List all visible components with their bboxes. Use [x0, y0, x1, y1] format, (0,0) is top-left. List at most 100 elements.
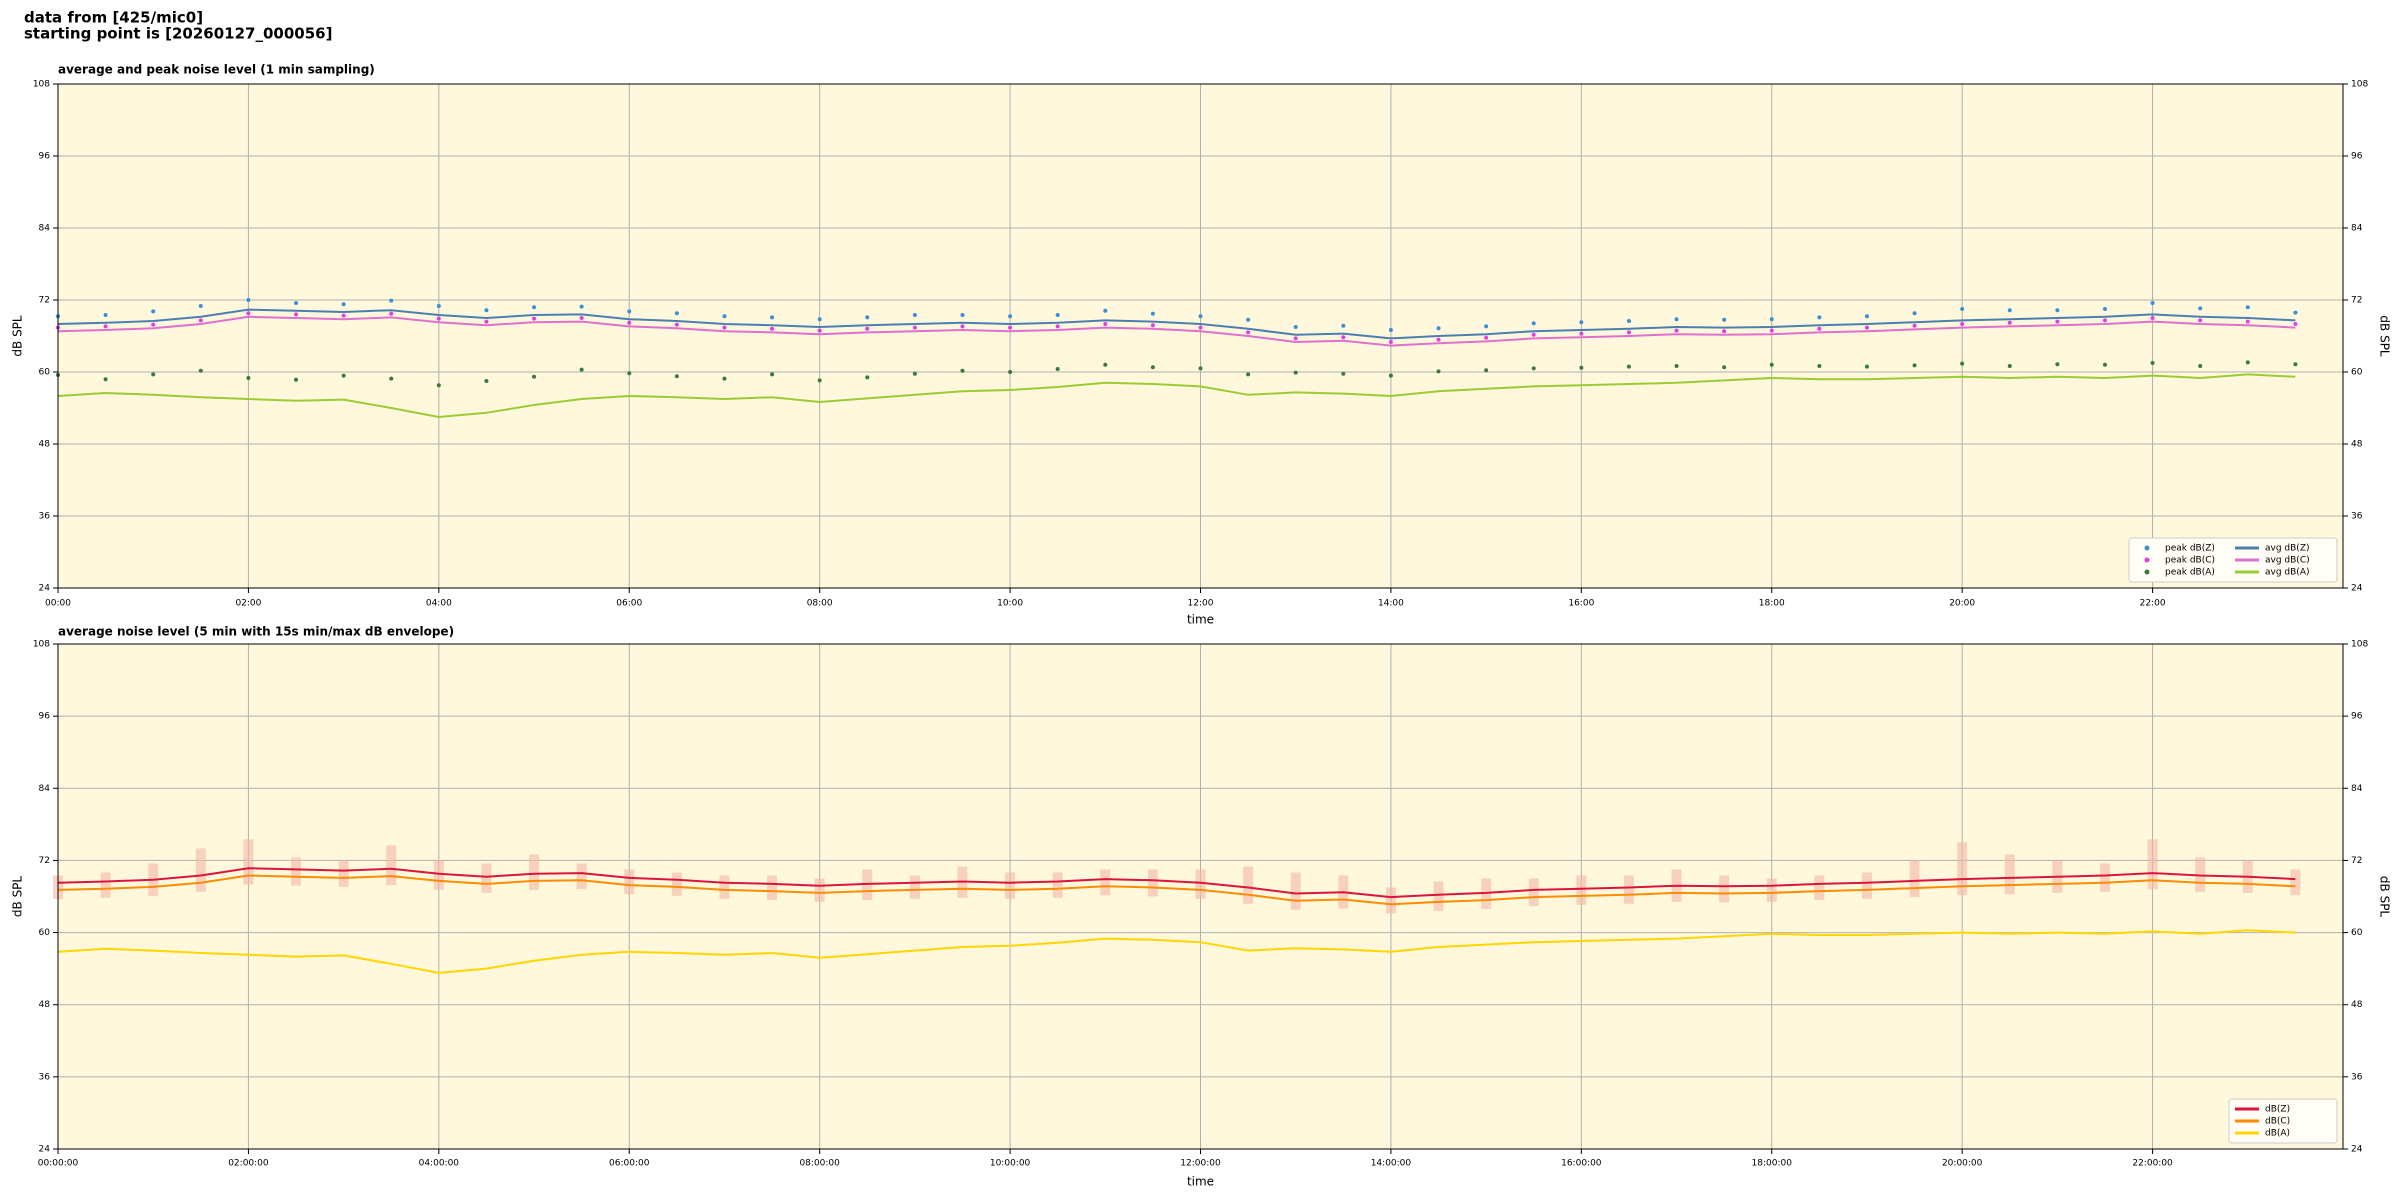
y-tick-label: 60 — [39, 928, 51, 938]
peak-point — [103, 313, 108, 317]
y-tick-label: 84 — [2351, 224, 2363, 234]
peak-point — [1626, 364, 1631, 369]
peak-point — [865, 375, 870, 380]
legend-label: dB(C) — [2265, 1117, 2290, 1127]
peak-point — [341, 373, 346, 378]
x-tick-label: 16:00 — [1568, 599, 1594, 609]
peak-point — [1341, 323, 1346, 328]
peak-point — [2293, 310, 2298, 315]
y-tick-label: 84 — [39, 224, 51, 234]
y-tick-label: 48 — [39, 1000, 51, 1010]
peak-point — [2198, 306, 2203, 311]
peak-point — [770, 315, 775, 320]
peak-point — [627, 371, 632, 376]
peak-point — [436, 383, 441, 388]
series-line — [57, 308, 2296, 340]
peak-point — [389, 311, 394, 316]
peak-point — [1769, 317, 1774, 322]
peak-point — [1864, 325, 1869, 330]
peak-point — [770, 372, 775, 377]
header-line: data from [425/mic0] — [24, 9, 203, 27]
peak-point — [1769, 328, 1774, 333]
x-tick-label: 18:00 — [1759, 599, 1785, 609]
peak-point — [389, 298, 394, 303]
peak-point — [1912, 363, 1917, 368]
peak-point — [389, 376, 394, 381]
peak-point — [1674, 328, 1679, 333]
peak-point — [2150, 361, 2155, 365]
peak-point — [770, 326, 775, 331]
peak-point — [912, 313, 917, 317]
peak-point — [2150, 301, 2155, 305]
y-tick-label: 108 — [33, 80, 50, 90]
x-tick-label: 08:00:00 — [799, 1159, 840, 1169]
peak-point — [1912, 311, 1917, 316]
legend-box — [2128, 537, 2338, 583]
peak-point — [198, 318, 203, 323]
peak-point — [2102, 362, 2107, 367]
x-tick-label: 04:00 — [426, 599, 452, 609]
peak-point — [151, 372, 156, 377]
peak-point — [1293, 336, 1298, 341]
peak-point — [2198, 318, 2203, 323]
peak-point — [579, 367, 584, 372]
peak-point — [1055, 324, 1060, 329]
x-tick-label: 22:00 — [2140, 599, 2166, 609]
peak-point — [627, 320, 632, 325]
peak-point — [294, 312, 299, 317]
legend-label: dB(A) — [2265, 1129, 2290, 1139]
y-tick-label: 48 — [39, 440, 51, 450]
peak-point — [1388, 328, 1393, 332]
peak-point — [1150, 323, 1155, 328]
peak-point — [436, 304, 441, 308]
peak-point — [1484, 368, 1489, 373]
peak-point — [103, 377, 108, 382]
y-tick-label: 24 — [2351, 1145, 2363, 1155]
x-tick-label: 06:00 — [616, 599, 642, 609]
peak-point — [1008, 325, 1013, 330]
peak-point — [2245, 305, 2250, 310]
series-line — [57, 373, 2296, 419]
peak-point — [1579, 320, 1584, 325]
y-tick-label: 96 — [2351, 152, 2363, 162]
legend-label: peak dB(C) — [2165, 556, 2215, 566]
peak-point — [436, 316, 441, 321]
y-axis-label: dB SPL — [2378, 876, 2392, 918]
peak-point — [1960, 322, 1965, 326]
peak-point — [294, 301, 299, 305]
peak-point — [1436, 369, 1441, 374]
y-tick-label: 96 — [39, 712, 51, 722]
peak-point — [817, 378, 822, 383]
peak-point — [722, 376, 727, 381]
peak-point — [2293, 362, 2298, 367]
x-tick-label: 00:00 — [45, 599, 71, 609]
peak-point — [1960, 307, 1965, 311]
peak-point — [1388, 373, 1393, 378]
y-tick-label: 96 — [2351, 712, 2363, 722]
peak-point — [722, 325, 727, 330]
peak-point — [1103, 322, 1108, 326]
peak-point — [674, 374, 679, 379]
series-line — [57, 315, 2296, 347]
peak-point — [1388, 340, 1393, 344]
peak-point — [1198, 325, 1203, 330]
y-axis-label: dB SPL — [11, 876, 25, 918]
chart-title: average noise level (5 min with 15s min/… — [58, 625, 454, 639]
peak-point — [912, 371, 917, 376]
peak-point — [960, 324, 965, 329]
peak-point — [1055, 313, 1060, 317]
peak-point — [532, 305, 537, 310]
x-tick-label: 22:00:00 — [2132, 1159, 2173, 1169]
peak-point — [1103, 308, 1108, 313]
peak-point — [2150, 316, 2155, 320]
y-tick-label: 108 — [2351, 80, 2368, 90]
peak-point — [674, 322, 679, 327]
peak-point — [532, 316, 537, 321]
plot-frame — [57, 83, 2344, 589]
x-tick-label: 20:00 — [1949, 599, 1975, 609]
y-tick-label: 36 — [39, 1072, 51, 1082]
peak-point — [817, 317, 822, 322]
legend-marker — [2144, 569, 2150, 575]
legend-marker — [2144, 545, 2150, 551]
